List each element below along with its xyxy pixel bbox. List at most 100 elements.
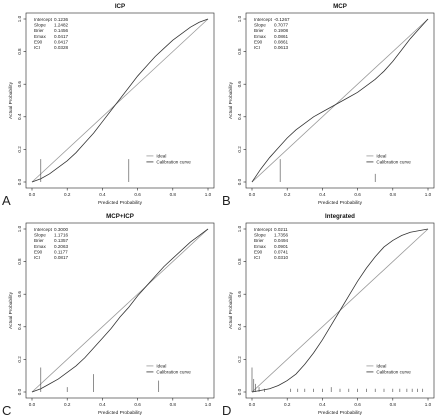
panel-c: MCP+ICP C 0.0 0.2 0.4 0.6 0.8 1.0 0.0 0.2 0.4 0.6 0.…: [0, 210, 220, 420]
stat-value: 0.1236: [54, 17, 68, 22]
stat-value: 0.1177: [54, 249, 68, 254]
legend-label-ideal: Ideal: [156, 364, 166, 369]
x-tick-label: 1.0: [425, 402, 432, 407]
legend-label-calibration: Calibration curve: [156, 370, 191, 375]
stat-label: Emax: [254, 34, 266, 39]
stat-label: Emax: [34, 244, 46, 249]
x-tick-label: 0.6: [354, 402, 361, 407]
x-tick-label: 0.6: [354, 192, 361, 197]
x-tick-label: 0.0: [249, 402, 256, 407]
ideal-line: [31, 228, 209, 393]
panel-b: MCP B 0.0 0.2 0.4 0.6 0.8 1.0 0.0 0.2 0.4 0.6 0.8 1.0…: [220, 0, 440, 210]
y-tick-label: 0.0: [17, 388, 22, 395]
x-tick-label: 1.0: [205, 402, 212, 407]
stat-label: E90: [254, 249, 263, 254]
stat-label: Emax: [254, 244, 266, 249]
x-tick-label: 1.0: [425, 192, 432, 197]
y-tick-label: 0.4: [237, 113, 242, 120]
plot-frame: [25, 12, 215, 189]
x-tick-label: 0.4: [99, 192, 106, 197]
y-tick-label: 0.6: [17, 81, 22, 88]
x-tick-label: 0.2: [284, 192, 291, 197]
y-tick-label: 0.0: [237, 178, 242, 185]
y-tick-label: 0.8: [17, 258, 22, 265]
stat-value: 0.1456: [54, 28, 68, 33]
stat-value: 0.0328: [54, 45, 68, 50]
stat-value: 0.2063: [54, 244, 68, 249]
legend-label-ideal: Ideal: [376, 364, 386, 369]
plot-frame: [245, 12, 435, 189]
x-tick-label: 0.6: [134, 192, 141, 197]
stat-label: ICI: [254, 255, 260, 260]
stat-label: Brier: [34, 28, 44, 33]
stat-value: 0.3000: [54, 227, 68, 232]
stat-value: 0.0613: [274, 45, 288, 50]
y-tick-label: 0.6: [237, 81, 242, 88]
stat-label: Slope: [34, 23, 46, 28]
stat-label: Slope: [254, 23, 266, 28]
chart-svg: ICP A 0.0 0.2 0.4 0.6 0.8 1.0 0.0 0.2 0.4 0.6 0.8 1.0…: [2, 3, 215, 208]
stat-value: 1.7356: [274, 233, 288, 238]
stat-label: ICI: [34, 255, 40, 260]
stat-value: 0.0494: [274, 238, 288, 243]
y-tick-label: 0.0: [237, 388, 242, 395]
y-tick-label: 0.2: [237, 146, 242, 153]
panel-letter: D: [222, 403, 231, 418]
stat-label: E90: [254, 39, 263, 44]
stat-label: Brier: [34, 238, 44, 243]
y-axis-label: Actual Probability: [228, 291, 234, 329]
plot-frame: [25, 222, 215, 399]
stat-value: 0.0417: [54, 39, 68, 44]
stat-value: 0.0310: [274, 255, 288, 260]
calibration-curve: [31, 228, 209, 393]
x-tick-label: 0.6: [134, 402, 141, 407]
y-axis-label: Actual Probability: [8, 291, 14, 329]
y-tick-label: 1.0: [17, 15, 22, 22]
stat-label: E90: [34, 249, 43, 254]
stat-label: ICI: [34, 45, 40, 50]
x-tick-label: 0.0: [29, 192, 36, 197]
chart-svg: MCP+ICP C 0.0 0.2 0.4 0.6 0.8 1.0 0.0 0.2 0.4 0.6 0.…: [2, 213, 215, 418]
x-tick-label: 0.0: [249, 192, 256, 197]
x-tick-label: 0.8: [170, 402, 177, 407]
stat-value: 0.1357: [54, 238, 68, 243]
x-tick-label: 0.4: [99, 402, 106, 407]
y-tick-label: 0.4: [17, 113, 22, 120]
plot-frame: [245, 222, 435, 399]
ideal-line: [251, 18, 429, 183]
stat-label: Emax: [34, 34, 46, 39]
ideal-line: [31, 18, 209, 183]
y-tick-label: 0.4: [237, 323, 242, 330]
stat-value: 0.0901: [274, 244, 288, 249]
panel-letter: B: [222, 193, 231, 208]
legend-label-calibration: Calibration curve: [376, 160, 411, 165]
chart-title: MCP: [333, 3, 347, 10]
chart-title: MCP+ICP: [106, 213, 134, 220]
panel-letter: C: [2, 403, 11, 418]
chart-title: Integrated: [325, 213, 355, 220]
x-tick-label: 0.2: [64, 192, 71, 197]
x-tick-label: 0.4: [319, 402, 326, 407]
stat-label: Intercept: [254, 17, 273, 22]
stat-value: 0.0417: [54, 34, 68, 39]
y-tick-label: 0.6: [237, 291, 242, 298]
stat-value: 0.0817: [54, 255, 68, 260]
x-tick-label: 0.4: [319, 192, 326, 197]
x-axis-label: Predicted Probability: [98, 410, 143, 416]
y-axis-label: Actual Probability: [8, 81, 14, 119]
x-tick-label: 0.8: [390, 192, 397, 197]
x-tick-label: 0.2: [284, 402, 291, 407]
chart-title: ICP: [115, 3, 125, 10]
legend-label-calibration: Calibration curve: [156, 160, 191, 165]
panel-d: Integrated D 0.0 0.2 0.4 0.6 0.8 1.0 0.0 0.2 0.4 0.…: [220, 210, 440, 420]
y-tick-label: 1.0: [237, 225, 242, 232]
legend-label-ideal: Ideal: [376, 154, 386, 159]
x-axis-label: Predicted Probability: [318, 200, 363, 206]
stat-label: Brier: [254, 238, 264, 243]
panel-a: ICP A 0.0 0.2 0.4 0.6 0.8 1.0 0.0 0.2 0.4 0.6 0.8 1.0…: [0, 0, 220, 210]
x-tick-label: 0.2: [64, 402, 71, 407]
stat-label: ICI: [254, 45, 260, 50]
stat-value: 0.0861: [274, 39, 288, 44]
stat-value: 1.1716: [54, 233, 68, 238]
y-tick-label: 1.0: [17, 225, 22, 232]
